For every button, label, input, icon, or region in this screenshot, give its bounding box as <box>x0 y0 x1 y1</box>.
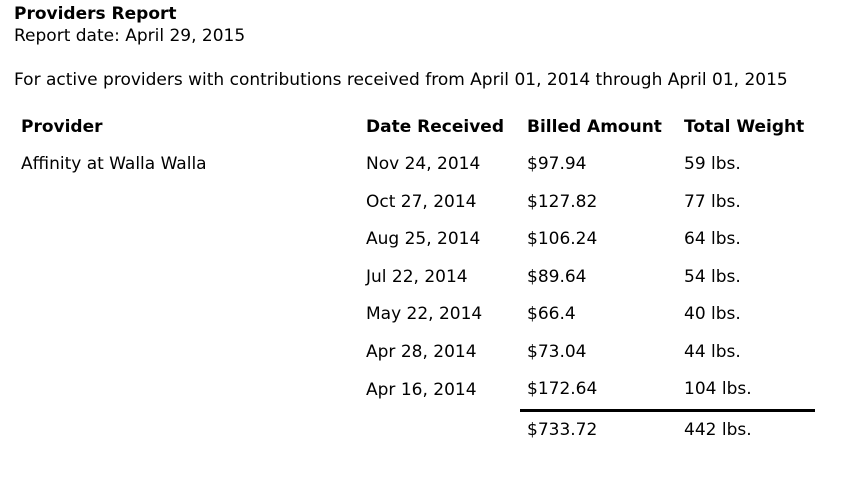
billed-amount-cell: $73.04 <box>527 341 587 362</box>
header-provider: Provider <box>21 117 103 137</box>
provider-cell-empty <box>14 184 359 222</box>
table-row: Jul 22, 2014 $89.64 54 lbs. <box>14 259 815 297</box>
totals-row: $733.72 442 lbs. <box>14 410 815 449</box>
billed-amount-cell: $106.24 <box>527 229 598 249</box>
header-date-received: Date Received <box>366 117 504 137</box>
date-received-cell: Aug 25, 2014 <box>366 229 481 249</box>
date-received-cell: Jul 22, 2014 <box>366 266 468 287</box>
header-billed-amount: Billed Amount <box>527 117 662 137</box>
billed-amount-cell: $66.4 <box>527 304 576 324</box>
date-received-cell: Nov 24, 2014 <box>366 154 481 174</box>
date-received-cell: Oct 27, 2014 <box>366 191 477 212</box>
total-weight-cell: 44 lbs. <box>684 341 741 362</box>
providers-table: Provider Date Received Billed Amount Tot… <box>14 108 815 449</box>
date-received-cell: Apr 16, 2014 <box>366 379 477 400</box>
provider-cell-empty <box>14 334 359 372</box>
totals-cell-empty <box>14 410 359 449</box>
report-title: Providers Report <box>14 4 177 24</box>
total-weight-cell: 40 lbs. <box>684 304 741 324</box>
table-row: Affinity at Walla Walla Nov 24, 2014 $97… <box>14 146 815 184</box>
provider-cell-empty <box>14 296 359 334</box>
billed-amount-cell: $172.64 <box>520 371 677 412</box>
provider-cell-empty <box>14 259 359 297</box>
total-weight-cell: 59 lbs. <box>684 154 741 174</box>
total-weight-sum: 442 lbs. <box>684 419 752 440</box>
header-total-weight: Total Weight <box>684 117 805 137</box>
table-row: Apr 16, 2014 $172.64 104 lbs. <box>14 371 815 412</box>
report-summary: For active providers with contributions … <box>14 70 788 90</box>
total-weight-cell: 77 lbs. <box>684 191 741 212</box>
date-received-cell: Apr 28, 2014 <box>366 341 477 362</box>
provider-cell-empty <box>14 221 359 259</box>
providers-report: Providers Report Report date: April 29, … <box>14 4 844 449</box>
table-row: Aug 25, 2014 $106.24 64 lbs. <box>14 221 815 259</box>
billed-amount-cell: $89.64 <box>527 266 587 287</box>
table-row: Apr 28, 2014 $73.04 44 lbs. <box>14 334 815 372</box>
billed-amount-cell: $97.94 <box>527 154 587 174</box>
total-weight-cell: 54 lbs. <box>684 266 741 287</box>
totals-cell-empty <box>359 410 520 449</box>
total-weight-cell: 64 lbs. <box>684 229 741 249</box>
provider-name: Affinity at Walla Walla <box>21 154 207 174</box>
total-billed-amount: $733.72 <box>527 419 598 440</box>
table-header-row: Provider Date Received Billed Amount Tot… <box>14 108 815 146</box>
table-row: May 22, 2014 $66.4 40 lbs. <box>14 296 815 334</box>
total-weight-cell: 104 lbs. <box>677 371 815 412</box>
table-row: Oct 27, 2014 $127.82 77 lbs. <box>14 184 815 222</box>
report-date: Report date: April 29, 2015 <box>14 26 246 46</box>
provider-cell-empty <box>14 371 359 410</box>
billed-amount-cell: $127.82 <box>527 191 598 212</box>
date-received-cell: May 22, 2014 <box>366 304 483 324</box>
